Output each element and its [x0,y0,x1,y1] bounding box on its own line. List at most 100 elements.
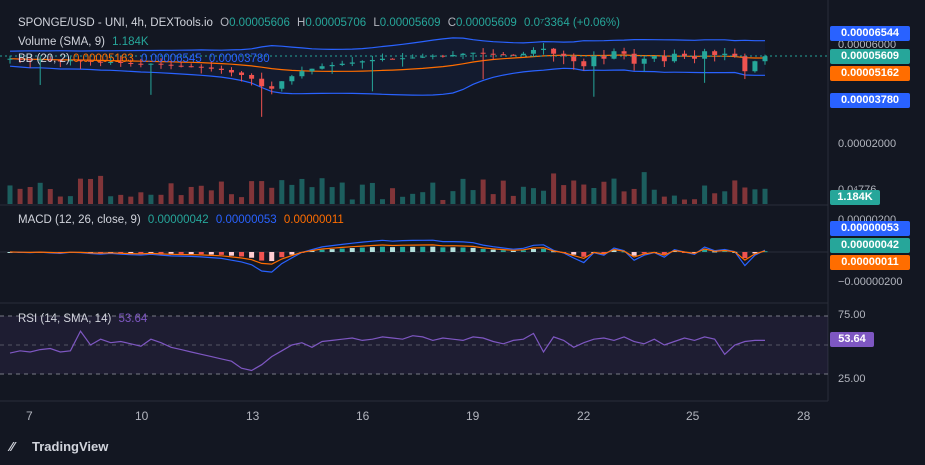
candle-body[interactable] [98,61,104,63]
volume-bar [17,188,23,204]
candle-body[interactable] [269,86,275,89]
candle-body[interactable] [631,53,637,64]
candle-body[interactable] [369,59,375,62]
candle-body[interactable] [722,53,728,55]
candle-body[interactable] [158,63,164,65]
candle-body[interactable] [67,60,73,62]
time-label-25: 25 [686,409,700,423]
volume-bar [742,187,748,204]
candle-body[interactable] [309,68,315,72]
candle-body[interactable] [47,59,53,61]
symbol-title[interactable]: SPONGE/USD - UNI, 4h, DEXTools.io [18,17,213,29]
candle-body[interactable] [762,56,768,62]
candle-body[interactable] [178,65,184,67]
candle-body[interactable] [571,56,577,62]
candle-body[interactable] [299,71,305,77]
macd-legend[interactable]: MACD (12, 26, close, 9) 0.00000042 0.000… [18,214,348,226]
candle-body[interactable] [148,63,154,65]
macd-hist-bar [208,252,214,255]
candle-body[interactable] [581,61,587,67]
candle-body[interactable] [57,60,63,62]
candle-body[interactable] [410,57,416,59]
candle-body[interactable] [259,78,265,87]
candle-body[interactable] [379,58,385,60]
candle-body[interactable] [138,63,144,65]
change-value: 0.0⁷3364 (+0.06%) [523,17,620,29]
candle-body[interactable] [400,58,406,60]
candle-body[interactable] [460,53,466,55]
candle-body[interactable] [732,53,738,57]
tradingview-logo-icon: ⁄⁄ [10,439,15,454]
candle-body[interactable] [239,72,245,75]
candle-body[interactable] [430,55,436,57]
candle-body[interactable] [671,53,677,62]
candle-body[interactable] [561,53,567,57]
candle-body[interactable] [118,61,124,63]
candle-body[interactable] [289,76,295,82]
candle-body[interactable] [228,69,234,73]
candle-body[interactable] [188,66,194,68]
candle-body[interactable] [339,63,345,65]
candle-body[interactable] [88,60,94,62]
candle-body[interactable] [198,66,204,68]
candle-body[interactable] [450,54,456,57]
candle-body[interactable] [440,55,446,57]
volume-bar [470,190,476,204]
candle-body[interactable] [681,53,687,57]
candle-body[interactable] [349,62,355,64]
volume-legend[interactable]: Volume (SMA, 9) 1.184K [18,36,153,48]
last-price-tag: 0.00005609 [830,49,910,64]
candle-body[interactable] [692,56,698,59]
rsi-legend[interactable]: RSI (14, SMA, 14) 53.64 [18,313,151,325]
candle-body[interactable] [641,58,647,64]
candle-body[interactable] [752,61,758,72]
time-label-16: 16 [356,409,370,423]
candle-body[interactable] [359,61,365,63]
bb-legend[interactable]: BB (20, 2) 0.00005163 0.00006545 0.00003… [18,53,274,65]
candle-body[interactable] [27,59,33,61]
candle-body[interactable] [390,58,396,60]
candle-body[interactable] [37,59,43,61]
candle-body[interactable] [420,56,426,58]
candle-body[interactable] [208,67,214,69]
candle-body[interactable] [702,51,708,59]
candle-body[interactable] [108,61,114,63]
candle-body[interactable] [329,64,335,67]
candle-body[interactable] [601,56,607,59]
candle-body[interactable] [712,51,718,55]
candle-body[interactable] [651,56,657,59]
candle-body[interactable] [17,58,23,60]
candle-body[interactable] [470,52,476,54]
candle-body[interactable] [591,56,597,67]
signal-line [9,244,766,265]
candle-body[interactable] [279,81,285,89]
candle-body[interactable] [742,56,748,72]
candle-body[interactable] [551,48,557,54]
candle-body[interactable] [490,53,496,55]
candles[interactable] [7,43,768,117]
macd-hist-bar [440,247,446,252]
candle-body[interactable] [249,74,255,79]
candle-body[interactable] [218,68,224,70]
candle-body[interactable] [510,54,516,56]
tradingview-logo[interactable]: ⁄⁄ TradingView [10,439,108,454]
volume-bar [27,187,33,204]
candle-body[interactable] [520,53,526,56]
candle-body[interactable] [661,56,667,62]
candle-body[interactable] [480,52,486,54]
candle-body[interactable] [7,58,13,60]
candle-body[interactable] [541,48,547,50]
bb-lower-value: 0.00003780 [208,53,270,65]
low-value: 0.00005609 [379,17,441,29]
volume-bar [299,178,305,204]
candle-body[interactable] [168,64,174,66]
candle-body[interactable] [611,51,617,59]
candle-body[interactable] [128,62,134,64]
candle-body[interactable] [530,49,536,54]
candle-body[interactable] [621,51,627,54]
candle-body[interactable] [500,54,506,56]
volume-bar [339,182,345,204]
candle-body[interactable] [319,66,325,69]
candle-body[interactable] [77,60,83,62]
